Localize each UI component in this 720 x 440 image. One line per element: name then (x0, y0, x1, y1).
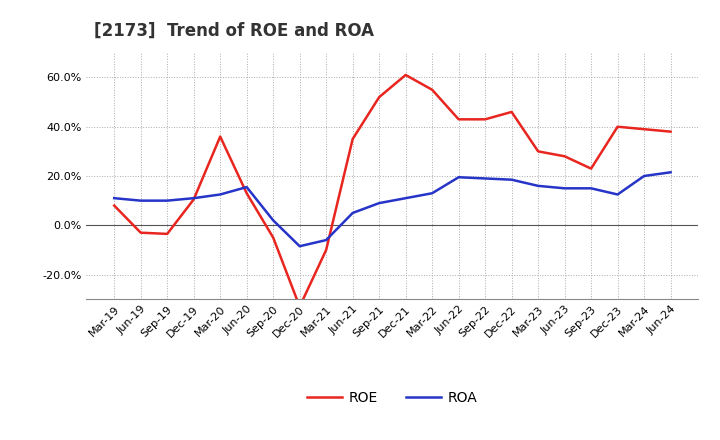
ROA (587, 186, 595, 191)
ROE (110, 203, 119, 208)
ROE (322, 247, 330, 253)
ROA (481, 176, 490, 181)
ROE (640, 127, 649, 132)
ROE (216, 134, 225, 139)
Legend: ROE, ROA: ROE, ROA (302, 385, 483, 410)
ROE (534, 149, 542, 154)
ROA (534, 183, 542, 188)
ROA (454, 175, 463, 180)
ROE (375, 95, 384, 100)
ROE (243, 191, 251, 196)
ROA (508, 177, 516, 182)
ROE (666, 129, 675, 134)
ROE (560, 154, 569, 159)
ROE (613, 124, 622, 129)
ROA (375, 201, 384, 206)
ROA (560, 186, 569, 191)
ROA (189, 195, 198, 201)
ROA (163, 198, 171, 203)
ROE (401, 72, 410, 77)
ROE (136, 230, 145, 235)
ROE (295, 304, 304, 309)
ROA (640, 173, 649, 179)
ROE (269, 235, 277, 240)
ROE (428, 87, 436, 92)
ROE (508, 109, 516, 114)
ROA (110, 195, 119, 201)
ROA (428, 191, 436, 196)
ROE (454, 117, 463, 122)
ROE (348, 136, 357, 142)
ROA (613, 192, 622, 197)
ROA (666, 170, 675, 175)
ROA (216, 192, 225, 197)
Line: ROE: ROE (114, 75, 670, 307)
Text: [2173]  Trend of ROE and ROA: [2173] Trend of ROE and ROA (94, 22, 374, 40)
ROA (401, 195, 410, 201)
ROA (243, 184, 251, 190)
ROE (189, 197, 198, 202)
Line: ROA: ROA (114, 172, 670, 246)
ROE (587, 166, 595, 171)
ROE (481, 117, 490, 122)
ROE (163, 231, 171, 237)
ROA (295, 244, 304, 249)
ROA (348, 210, 357, 216)
ROA (322, 238, 330, 243)
ROA (269, 218, 277, 223)
ROA (136, 198, 145, 203)
